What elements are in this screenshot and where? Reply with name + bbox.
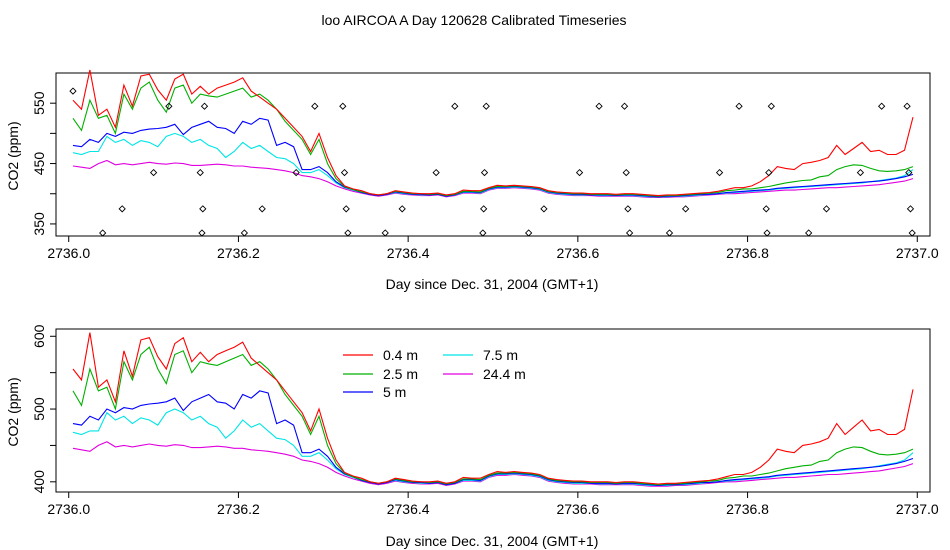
data-marker bbox=[905, 168, 913, 177]
data-marker bbox=[765, 168, 773, 177]
series-group bbox=[72, 332, 914, 487]
data-marker bbox=[480, 205, 488, 213]
data-marker bbox=[620, 102, 629, 110]
x-tick-label: 2736.2 bbox=[217, 245, 260, 261]
series-line-24-4-m bbox=[72, 441, 914, 487]
y-tick-label: 350 bbox=[31, 212, 47, 236]
data-marker bbox=[69, 87, 77, 95]
figure-title: loo AIRCOA A Day 120628 Calibrated Times… bbox=[321, 12, 626, 28]
data-marker bbox=[480, 168, 489, 177]
data-marker bbox=[903, 102, 911, 110]
data-marker bbox=[196, 168, 204, 177]
series-line-7-5-m bbox=[72, 132, 914, 198]
series-line-0-4-m bbox=[72, 332, 914, 485]
data-marker bbox=[200, 102, 209, 110]
data-marker bbox=[622, 168, 630, 177]
data-marker bbox=[451, 102, 459, 110]
data-marker bbox=[118, 205, 126, 213]
series-line-24-4-m bbox=[72, 159, 914, 198]
y-tick-label: 450 bbox=[31, 152, 47, 176]
data-marker bbox=[540, 205, 548, 213]
y-tick-label: 500 bbox=[31, 397, 47, 421]
data-marker bbox=[906, 205, 915, 213]
x-axis-label: Day since Dec. 31, 2004 (GMT+1) bbox=[386, 533, 599, 549]
series-line-7-5-m bbox=[72, 408, 914, 487]
legend-label: 7.5 m bbox=[483, 347, 518, 363]
series-line-2-5-m bbox=[72, 346, 914, 486]
data-marker bbox=[340, 168, 349, 177]
legend-label: 5 m bbox=[383, 384, 406, 400]
series-line-0-4-m bbox=[72, 69, 914, 197]
x-tick-label: 2736.6 bbox=[556, 245, 599, 261]
x-tick-label: 2736.8 bbox=[726, 245, 769, 261]
x-axis-label: Day since Dec. 31, 2004 (GMT+1) bbox=[386, 276, 599, 292]
legend-label: 2.5 m bbox=[383, 366, 418, 382]
data-marker bbox=[715, 168, 724, 177]
data-marker bbox=[681, 205, 690, 213]
x-tick-label: 2736.8 bbox=[726, 501, 769, 517]
data-marker bbox=[482, 102, 490, 110]
data-marker bbox=[339, 102, 347, 110]
x-axis: 2736.0 2736.2 2736.4 2736.6 2736.8 2737.0 bbox=[47, 235, 939, 261]
x-axis: 2736.0 2736.2 2736.4 2736.6 2736.8 2737.0 bbox=[47, 491, 939, 517]
data-marker bbox=[398, 205, 406, 213]
x-tick-label: 2736.2 bbox=[217, 501, 260, 517]
legend-label: 0.4 m bbox=[383, 347, 418, 363]
y-axis-label: CO2 (ppm) bbox=[5, 121, 21, 190]
x-tick-label: 2737.0 bbox=[896, 501, 939, 517]
data-marker bbox=[595, 102, 603, 110]
legend-label: 24.4 m bbox=[483, 366, 526, 382]
x-tick-label: 2736.4 bbox=[387, 501, 430, 517]
data-marker bbox=[149, 168, 158, 177]
x-tick-label: 2736.6 bbox=[556, 501, 599, 517]
x-tick-label: 2736.0 bbox=[47, 245, 90, 261]
series-group bbox=[72, 69, 914, 198]
panel-bottom: 2736.0 2736.2 2736.4 2736.6 2736.8 2737.0 400… bbox=[5, 324, 939, 549]
data-marker bbox=[767, 102, 775, 110]
data-marker bbox=[199, 205, 207, 213]
data-marker bbox=[258, 205, 266, 213]
data-marker bbox=[877, 102, 886, 110]
data-marker bbox=[311, 102, 319, 110]
legend: 0.4 m 2.5 m 5 m 7.5 m 24.4 m bbox=[343, 347, 526, 400]
data-marker bbox=[762, 205, 770, 213]
series-line-5-m bbox=[72, 117, 914, 198]
y-axis: 400 500 600 bbox=[31, 324, 57, 494]
y-tick-label: 400 bbox=[31, 470, 47, 494]
y-tick-label: 600 bbox=[31, 324, 47, 348]
data-marker bbox=[822, 205, 831, 213]
data-marker bbox=[575, 168, 584, 177]
data-marker bbox=[432, 168, 440, 177]
data-marker bbox=[624, 205, 632, 213]
data-marker bbox=[856, 168, 865, 177]
y-axis-label: CO2 (ppm) bbox=[5, 377, 21, 446]
x-tick-label: 2737.0 bbox=[896, 245, 939, 261]
panel-top: 2736.0 2736.2 2736.4 2736.6 2736.8 2737.0 350… bbox=[5, 69, 939, 292]
data-marker bbox=[735, 102, 743, 110]
data-marker bbox=[165, 102, 173, 110]
series-line-2-5-m bbox=[72, 81, 914, 197]
y-tick-label: 550 bbox=[31, 91, 47, 115]
x-tick-label: 2736.4 bbox=[387, 245, 430, 261]
series-line-5-m bbox=[72, 390, 914, 487]
data-marker bbox=[342, 205, 350, 213]
x-tick-label: 2736.0 bbox=[47, 501, 90, 517]
y-axis: 350 450 550 bbox=[31, 91, 57, 236]
data-marker bbox=[292, 168, 300, 177]
